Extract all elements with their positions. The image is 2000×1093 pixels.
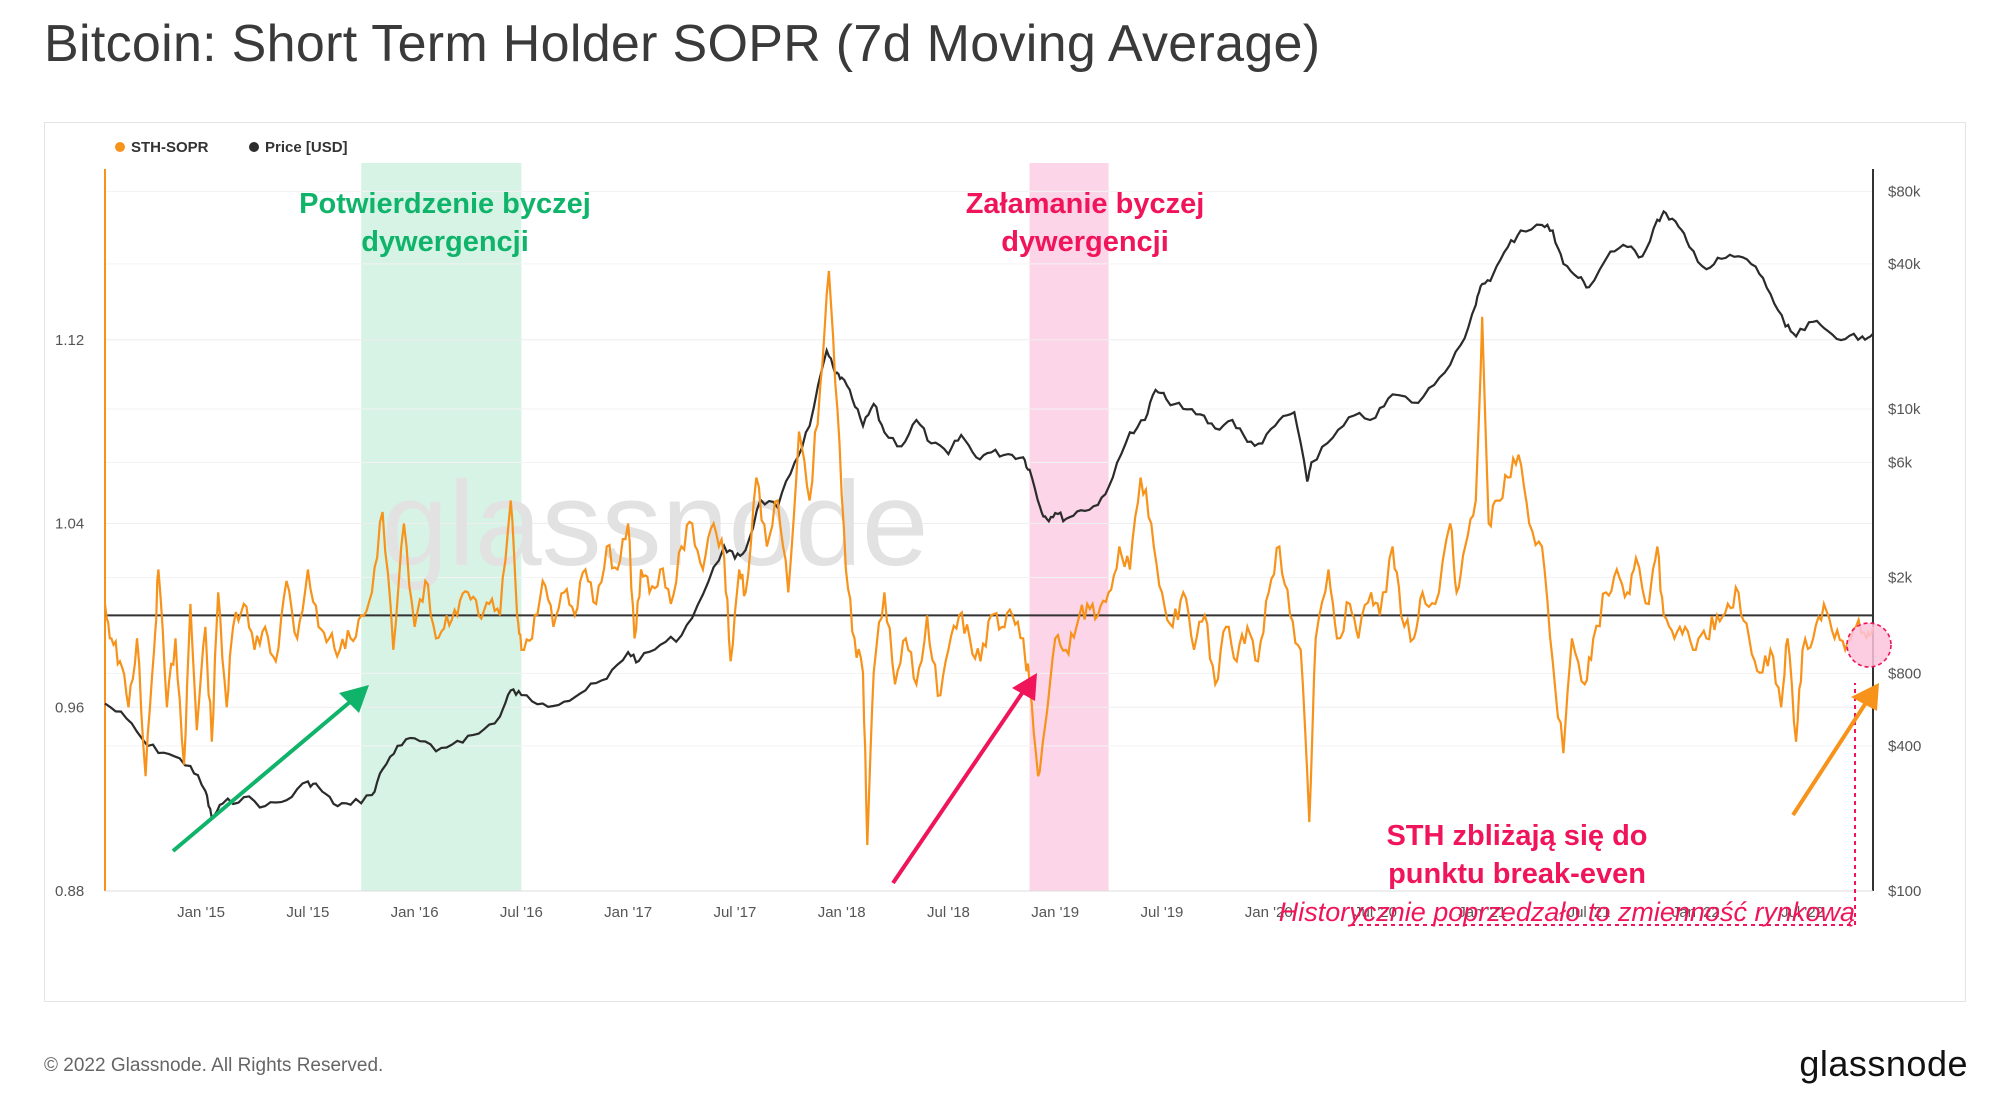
y-right-tick-label: $6k bbox=[1888, 454, 1913, 471]
band-bull-break bbox=[1029, 163, 1109, 891]
history-dashed-bracket bbox=[1351, 683, 1856, 926]
ann-sth-note-line1: STH zbliżają się do bbox=[1386, 820, 1647, 852]
y-right-tick-label: $800 bbox=[1888, 665, 1921, 682]
breakeven-highlight-circle bbox=[1846, 622, 1892, 668]
y-left-tick-label: 1.04 bbox=[55, 516, 84, 533]
y-right-tick-label: $2k bbox=[1888, 569, 1913, 586]
y-left-tick-label: 1.12 bbox=[55, 332, 84, 349]
ann-history-note: Historycznie poprzedzało to zmienność ry… bbox=[1279, 897, 1855, 927]
footer-logo: glassnode bbox=[1799, 1043, 1968, 1084]
ann-bull-confirm-line2: dywergencji bbox=[361, 226, 529, 258]
y-right-tick-label: $100 bbox=[1888, 883, 1921, 900]
legend-sopr-swatch bbox=[115, 142, 125, 152]
highlight-bands bbox=[361, 163, 1109, 891]
x-tick-label: Jul '16 bbox=[500, 904, 543, 921]
x-tick-label: Jan '19 bbox=[1031, 904, 1079, 921]
ann-bull-break-line1: Załamanie byczej bbox=[966, 188, 1205, 220]
watermark: glassnode bbox=[381, 457, 928, 591]
x-tick-label: Jan '17 bbox=[604, 904, 652, 921]
annotation-bull-break: Załamanie byczej dywergencji bbox=[891, 188, 1205, 885]
x-tick-label: Jan '20 bbox=[1245, 904, 1293, 921]
x-tick-label: Jan '18 bbox=[818, 904, 866, 921]
footer-copyright: © 2022 Glassnode. All Rights Reserved. bbox=[44, 1055, 384, 1076]
x-tick-label: Jul '15 bbox=[286, 904, 329, 921]
y-right-tick-label: $40k bbox=[1888, 256, 1921, 273]
chart-panel: glassnode 0.88 0.96 1.04 1.12 $100 $400 $800 $2… bbox=[44, 122, 1966, 1002]
green-arrow bbox=[171, 689, 365, 853]
x-tick-label: Jul '19 bbox=[1141, 904, 1184, 921]
sopr-series-line bbox=[103, 270, 1875, 846]
y-right-tick-label: $400 bbox=[1888, 738, 1921, 755]
legend-price-label: Price [USD] bbox=[265, 139, 348, 156]
legend-price-swatch bbox=[249, 142, 259, 152]
x-tick-label: Jul '21 bbox=[1568, 904, 1611, 921]
pink-arrow-head bbox=[1012, 673, 1037, 701]
band-bull-confirm bbox=[361, 163, 522, 891]
ann-bull-confirm-line1: Potwierdzenie byczej bbox=[299, 188, 591, 220]
legend-sopr-label: STH-SOPR bbox=[131, 139, 209, 156]
chart-svg: glassnode 0.88 0.96 1.04 1.12 $100 $400 $800 $2… bbox=[55, 139, 1921, 927]
green-arrow-head bbox=[339, 685, 369, 713]
price-series-line bbox=[104, 209, 1874, 821]
y-left-tick-label: 0.96 bbox=[55, 699, 84, 716]
x-tick-label: Jan '21 bbox=[1458, 904, 1506, 921]
pink-arrow bbox=[891, 681, 1031, 885]
y-left-tick-label: 0.88 bbox=[55, 883, 84, 900]
x-tick-label: Jul '20 bbox=[1354, 904, 1397, 921]
axes: 0.88 0.96 1.04 1.12 $100 $400 $800 $2k $6k $10k $4… bbox=[55, 169, 1921, 921]
y-right-tick-label: $80k bbox=[1888, 183, 1921, 200]
chart-title: Bitcoin: Short Term Holder SOPR (7d Movi… bbox=[44, 15, 1321, 73]
annotation-sth-note: STH zbliżają się do punktu break-even Hi… bbox=[1279, 622, 1892, 927]
x-tick-label: Jul '18 bbox=[927, 904, 970, 921]
ann-sth-note-line2: punktu break-even bbox=[1388, 858, 1646, 890]
y-right-tick-label: $10k bbox=[1888, 401, 1921, 418]
x-tick-label: Jan '16 bbox=[391, 904, 439, 921]
x-tick-label: Jul '22 bbox=[1781, 904, 1824, 921]
x-tick-label: Jan '15 bbox=[177, 904, 225, 921]
annotation-bull-confirm: Potwierdzenie byczej dywergencji bbox=[171, 188, 591, 853]
chart-legend: STH-SOPR Price [USD] bbox=[115, 139, 348, 156]
x-tick-label: Jan '22 bbox=[1672, 904, 1720, 921]
x-tick-label: Jul '17 bbox=[713, 904, 756, 921]
orange-arrow-head bbox=[1851, 683, 1879, 711]
ann-bull-break-line2: dywergencji bbox=[1001, 226, 1169, 258]
orange-arrow bbox=[1791, 693, 1873, 817]
